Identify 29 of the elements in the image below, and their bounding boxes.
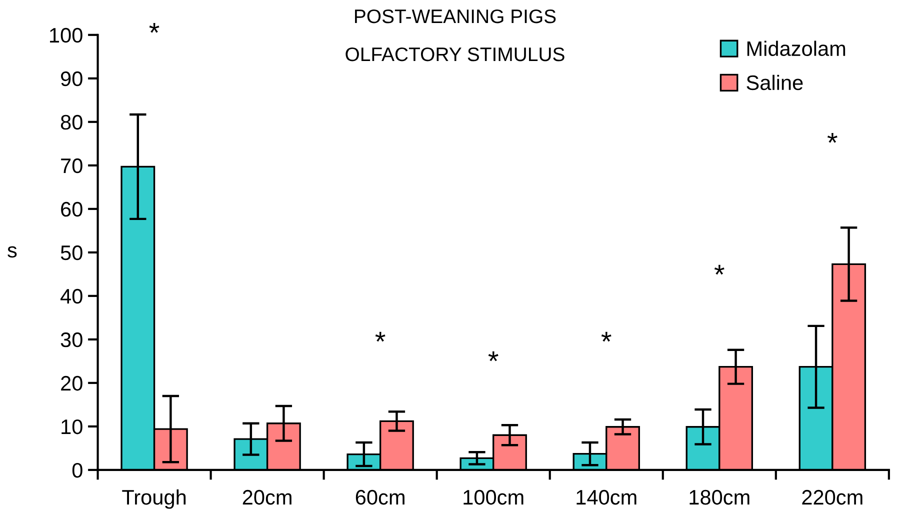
annotation: * — [488, 351, 498, 362]
x-tick-label: 60cm — [356, 490, 404, 505]
x-tick-label: 180cm — [690, 490, 750, 505]
annotation: * — [375, 332, 386, 342]
x-tick-label: 140cm — [576, 490, 636, 505]
x-tick-label: 220cm — [802, 490, 862, 505]
y-tick-label: 70 — [61, 158, 82, 174]
y-tick-label: 10 — [62, 419, 82, 434]
annotation: * — [601, 332, 612, 342]
y-tick-label: 40 — [60, 288, 82, 304]
chart-title: POST-WEANING PIGS — [355, 9, 556, 24]
annotation: * — [714, 264, 724, 275]
y-axis-title: s — [8, 246, 17, 258]
text: * — [149, 22, 160, 33]
x-tick-label: Trough — [122, 489, 186, 509]
legend-label: Saline — [746, 74, 803, 90]
annotation: * — [827, 133, 838, 143]
x-tick-label: 20cm — [242, 490, 292, 505]
legend-label: Midazolam — [747, 40, 846, 56]
x-tick-label: 100cm — [464, 490, 524, 505]
y-tick-label: 50 — [60, 245, 82, 260]
y-tick-label: 60 — [61, 202, 82, 217]
y-tick-label: 20 — [61, 376, 82, 391]
y-tick-label: 0 — [72, 462, 82, 478]
y-tick-label: 90 — [60, 71, 82, 86]
y-tick-label: 30 — [60, 332, 82, 348]
y-tick-label: 100 — [50, 28, 82, 43]
chart-subtitle: OLFACTORY STIMULUS — [346, 47, 564, 62]
y-tick-label: 80 — [60, 114, 82, 130]
